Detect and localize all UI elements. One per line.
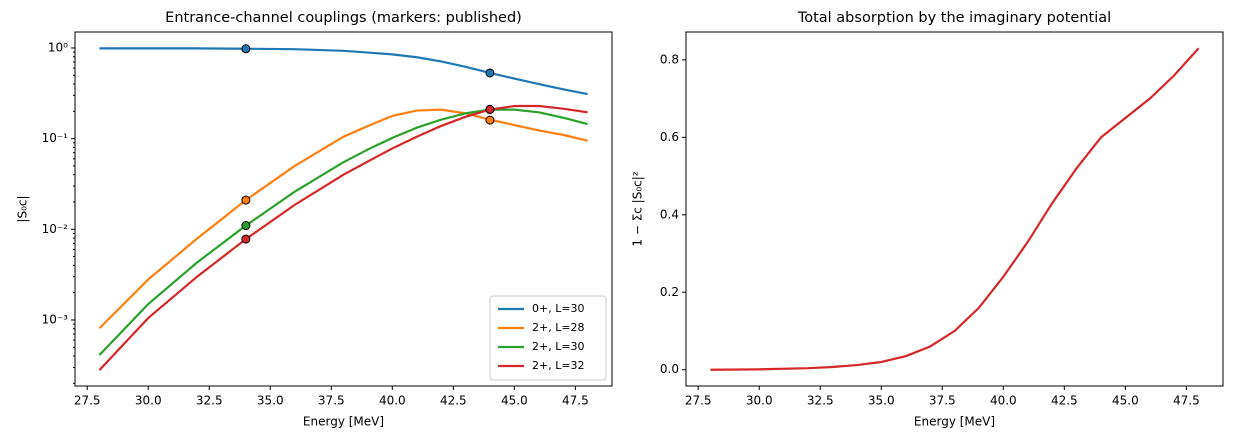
y-tick-label: 0.8 bbox=[660, 52, 679, 66]
y-tick-label: 10⁰ bbox=[48, 40, 68, 54]
legend-label: 2+, L=32 bbox=[532, 359, 585, 372]
x-tick-label: 30.0 bbox=[746, 394, 773, 408]
series-line bbox=[710, 47, 1200, 371]
x-tick-label: 47.5 bbox=[1173, 394, 1200, 408]
y-axis-label: |S₀c| bbox=[16, 195, 30, 222]
series-line bbox=[98, 104, 588, 371]
y-axis-label: 1 − Σc |S₀c|² bbox=[631, 171, 645, 246]
y-tick-label: 10⁻³ bbox=[42, 312, 69, 326]
published-marker bbox=[241, 44, 251, 54]
x-tick-label: 27.5 bbox=[74, 394, 101, 408]
x-tick-label: 40.0 bbox=[379, 394, 406, 408]
axes-frame bbox=[74, 31, 613, 387]
y-tick-label: 10⁻¹ bbox=[42, 131, 69, 145]
x-tick-label: 35.0 bbox=[257, 394, 284, 408]
legend-label: 0+, L=30 bbox=[532, 302, 585, 315]
legend-box bbox=[489, 295, 607, 381]
chart-title: Entrance-channel couplings (markers: pub… bbox=[165, 10, 522, 26]
published-marker bbox=[241, 195, 251, 205]
series-line bbox=[98, 108, 588, 356]
x-tick-label: 42.5 bbox=[440, 394, 467, 408]
published-marker bbox=[241, 234, 251, 244]
series-line bbox=[98, 108, 588, 330]
x-tick-label: 27.5 bbox=[685, 394, 712, 408]
y-tick-label: 10⁻² bbox=[42, 222, 69, 236]
y-tick-label: 0.4 bbox=[660, 207, 679, 221]
published-marker bbox=[241, 221, 251, 231]
x-tick-label: 45.0 bbox=[501, 394, 528, 408]
x-tick-label: 42.5 bbox=[1051, 394, 1078, 408]
x-tick-label: 40.0 bbox=[990, 394, 1017, 408]
x-tick-label: 32.5 bbox=[807, 394, 834, 408]
published-marker bbox=[485, 115, 495, 125]
y-tick-label: 0.2 bbox=[660, 285, 679, 299]
y-tick-label: 0.0 bbox=[660, 362, 679, 376]
x-axis-label: Energy [MeV] bbox=[914, 415, 995, 429]
published-marker bbox=[485, 68, 495, 78]
x-tick-label: 35.0 bbox=[868, 394, 895, 408]
x-tick-label: 37.5 bbox=[318, 394, 345, 408]
x-axis-label: Energy [MeV] bbox=[303, 415, 384, 429]
series-line bbox=[99, 47, 588, 96]
x-tick-label: 30.0 bbox=[135, 394, 162, 408]
legend-label: 2+, L=28 bbox=[532, 321, 585, 334]
x-tick-label: 37.5 bbox=[929, 394, 956, 408]
legend-label: 2+, L=30 bbox=[532, 340, 585, 353]
chart-title: Total absorption by the imaginary potent… bbox=[797, 10, 1111, 26]
x-tick-label: 47.5 bbox=[562, 394, 589, 408]
x-tick-label: 32.5 bbox=[196, 394, 223, 408]
published-marker bbox=[485, 104, 495, 114]
x-tick-label: 45.0 bbox=[1112, 394, 1139, 408]
axes-frame bbox=[685, 31, 1224, 387]
y-tick-label: 0.6 bbox=[660, 130, 679, 144]
